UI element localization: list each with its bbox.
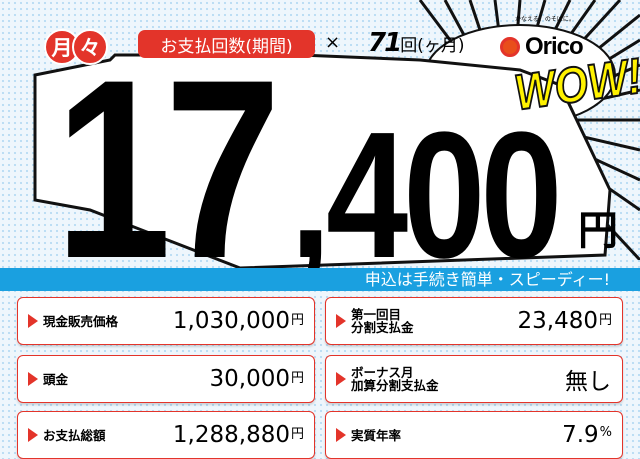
promo-banner: 申込は手続き簡単・スピーディー!	[0, 268, 640, 291]
triangle-bullet-icon	[28, 314, 38, 328]
card-label: ボーナス月 加算分割支払金	[351, 365, 439, 393]
card-label: 現金販売価格	[43, 313, 119, 329]
card-unit: 円	[290, 426, 304, 442]
logo-text: Orico	[525, 33, 584, 60]
card-value: 1,288,880	[172, 422, 290, 448]
payment-count-label: お支払回数(期間)	[138, 30, 315, 58]
card-value: 7.9	[562, 422, 599, 448]
triangle-bullet-icon	[336, 314, 346, 328]
count-unit: 回(ヶ月)	[400, 36, 465, 56]
triangle-bullet-icon	[28, 372, 38, 386]
card-label: 頭金	[43, 371, 69, 387]
count-number: 71	[368, 28, 402, 58]
monthly-char: 々	[72, 29, 108, 65]
triangle-bullet-icon	[28, 428, 38, 442]
card-unit: 円	[290, 312, 304, 328]
brand-tagline: かなえる、のそばに。	[515, 16, 575, 23]
info-card: お支払総額 1,288,880 円	[17, 411, 315, 459]
info-card: 実質年率 7.9%	[325, 411, 623, 459]
monthly-amount-tail: ,400	[290, 95, 563, 296]
info-card: 第一回目 分割支払金 23,480 円	[325, 297, 623, 345]
card-value: 無し	[565, 369, 611, 395]
monthly-amount-lead: 17	[55, 27, 281, 312]
card-unit: %	[599, 424, 612, 440]
card-unit: 円	[290, 370, 304, 386]
speech-panel	[33, 53, 612, 270]
monthly-amount: 17,400	[55, 0, 565, 312]
times-symbol: ×	[325, 32, 341, 53]
info-card: 現金販売価格 1,030,000 円	[17, 297, 315, 345]
card-label: お支払総額	[43, 427, 106, 443]
info-card: ボーナス月 加算分割支払金 無し	[325, 355, 623, 403]
card-label: 実質年率	[351, 427, 402, 443]
payment-count: 71回(ヶ月)	[368, 28, 464, 58]
card-value: 23,480	[517, 308, 598, 334]
card-value: 30,000	[209, 366, 290, 392]
card-label: 第一回目 分割支払金	[351, 307, 414, 335]
card-unit: 円	[598, 312, 612, 328]
monthly-badge: 月々	[44, 29, 108, 65]
monthly-amount-unit: 円	[578, 208, 618, 254]
orico-logo: Orico	[500, 33, 584, 61]
triangle-bullet-icon	[336, 428, 346, 442]
orico-circle-icon	[500, 37, 520, 57]
triangle-bullet-icon	[336, 372, 346, 386]
card-value: 1,030,000	[172, 308, 290, 334]
info-card: 頭金 30,000 円	[17, 355, 315, 403]
